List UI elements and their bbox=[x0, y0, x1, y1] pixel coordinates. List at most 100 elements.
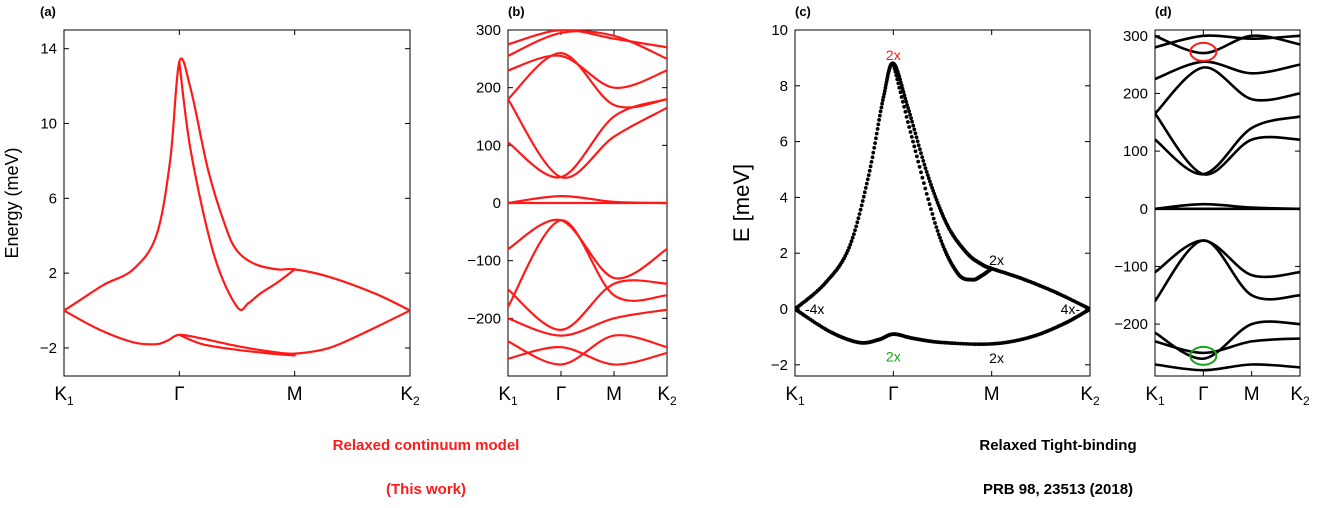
x-tick-label: M bbox=[984, 384, 1000, 405]
data-point bbox=[862, 190, 867, 195]
panel-d: (d) 300 200 100 0 −100 −200 K1 Γ M K2 bbox=[1114, 4, 1310, 408]
data-point bbox=[893, 70, 898, 74]
data-point bbox=[894, 73, 899, 78]
band-line bbox=[508, 279, 667, 332]
data-point bbox=[880, 98, 885, 103]
degeneracy-label: -4x bbox=[805, 301, 824, 317]
x-tick-label: Γ bbox=[556, 384, 566, 405]
y-tick-label: 14 bbox=[40, 41, 57, 58]
data-point bbox=[958, 341, 963, 346]
band-line bbox=[508, 98, 667, 179]
data-point bbox=[989, 266, 994, 271]
x-tick-label: Γ bbox=[1198, 384, 1208, 405]
data-point bbox=[931, 216, 936, 221]
panel-label: (c) bbox=[795, 4, 811, 19]
y-tick-label: 6 bbox=[49, 190, 57, 207]
data-point bbox=[898, 77, 902, 82]
band-line bbox=[64, 57, 410, 312]
x-tick-label: K2 bbox=[400, 384, 420, 408]
data-point bbox=[917, 165, 922, 169]
band-line bbox=[508, 51, 667, 109]
data-point bbox=[882, 92, 887, 96]
data-point bbox=[908, 130, 913, 134]
x-tick-label: K2 bbox=[1080, 384, 1100, 408]
data-point bbox=[856, 216, 861, 221]
data-point bbox=[906, 106, 910, 110]
x-tick-label: M bbox=[287, 384, 303, 405]
data-point bbox=[860, 199, 865, 203]
data-point bbox=[869, 160, 874, 164]
data-point bbox=[868, 164, 873, 169]
data-point bbox=[912, 144, 917, 149]
data-point bbox=[904, 99, 909, 104]
data-point bbox=[863, 186, 868, 190]
y-tick-label: 8 bbox=[780, 78, 788, 95]
caption-this-work: (This work) bbox=[385, 481, 467, 498]
data-point bbox=[915, 139, 920, 144]
band-line bbox=[1155, 239, 1300, 303]
data-point bbox=[926, 197, 931, 202]
data-point bbox=[873, 141, 877, 146]
x-tick-label: K1 bbox=[1145, 384, 1165, 408]
data-point bbox=[910, 119, 914, 124]
panel-label: (d) bbox=[1155, 4, 1172, 19]
y-tick-label: −100 bbox=[467, 253, 501, 270]
band-line bbox=[508, 30, 667, 60]
data-point bbox=[850, 235, 855, 240]
panel-label: (a) bbox=[40, 4, 56, 19]
data-point bbox=[903, 96, 908, 101]
band-line bbox=[64, 309, 410, 355]
data-point bbox=[855, 220, 860, 225]
data-point bbox=[878, 109, 883, 114]
data-point bbox=[936, 232, 941, 237]
data-point bbox=[898, 90, 903, 95]
data-point bbox=[875, 126, 880, 131]
degeneracy-label: 2x bbox=[886, 47, 901, 63]
band-line bbox=[1155, 112, 1300, 176]
data-point bbox=[870, 155, 875, 160]
data-point bbox=[854, 224, 859, 229]
data-point bbox=[899, 95, 904, 99]
data-point bbox=[924, 169, 929, 174]
data-point bbox=[955, 341, 960, 346]
band-line bbox=[1155, 34, 1300, 49]
data-point bbox=[914, 135, 919, 140]
data-point bbox=[929, 182, 933, 187]
data-point bbox=[874, 136, 878, 141]
data-point bbox=[938, 235, 942, 240]
y-tick-label: 10 bbox=[40, 116, 57, 133]
data-point bbox=[864, 181, 869, 186]
y-tick-label: 0 bbox=[1140, 201, 1148, 218]
panel-label: (b) bbox=[508, 4, 525, 19]
data-point bbox=[912, 127, 917, 132]
caption-continuum-model: Relaxed continuum model bbox=[332, 437, 520, 454]
y-tick-label: 300 bbox=[1123, 28, 1148, 45]
data-point bbox=[907, 109, 911, 114]
data-point bbox=[899, 83, 904, 88]
data-point bbox=[919, 170, 923, 175]
data-point bbox=[880, 101, 884, 106]
x-tick-label: M bbox=[606, 384, 622, 405]
y-tick-label: −2 bbox=[771, 357, 788, 374]
y-tick-label: 200 bbox=[476, 80, 501, 97]
data-point bbox=[929, 207, 933, 212]
data-point bbox=[882, 89, 887, 93]
x-tick-label: K1 bbox=[785, 384, 805, 408]
data-point bbox=[933, 195, 938, 199]
data-point bbox=[900, 86, 905, 91]
data-point bbox=[932, 192, 937, 196]
data-point bbox=[920, 175, 925, 180]
data-point bbox=[908, 112, 912, 117]
y-tick-label: 100 bbox=[1123, 143, 1148, 160]
data-point bbox=[906, 120, 910, 124]
y-tick-label: 0 bbox=[780, 301, 788, 318]
data-point bbox=[852, 232, 856, 237]
y-tick-label: −2 bbox=[40, 340, 57, 357]
band-line bbox=[508, 218, 667, 280]
data-point bbox=[922, 181, 926, 186]
data-point bbox=[931, 189, 936, 193]
x-tick-label: K1 bbox=[54, 384, 74, 408]
y-tick-label: 2 bbox=[49, 265, 57, 282]
band-line bbox=[1155, 34, 1300, 55]
data-point bbox=[892, 66, 897, 71]
